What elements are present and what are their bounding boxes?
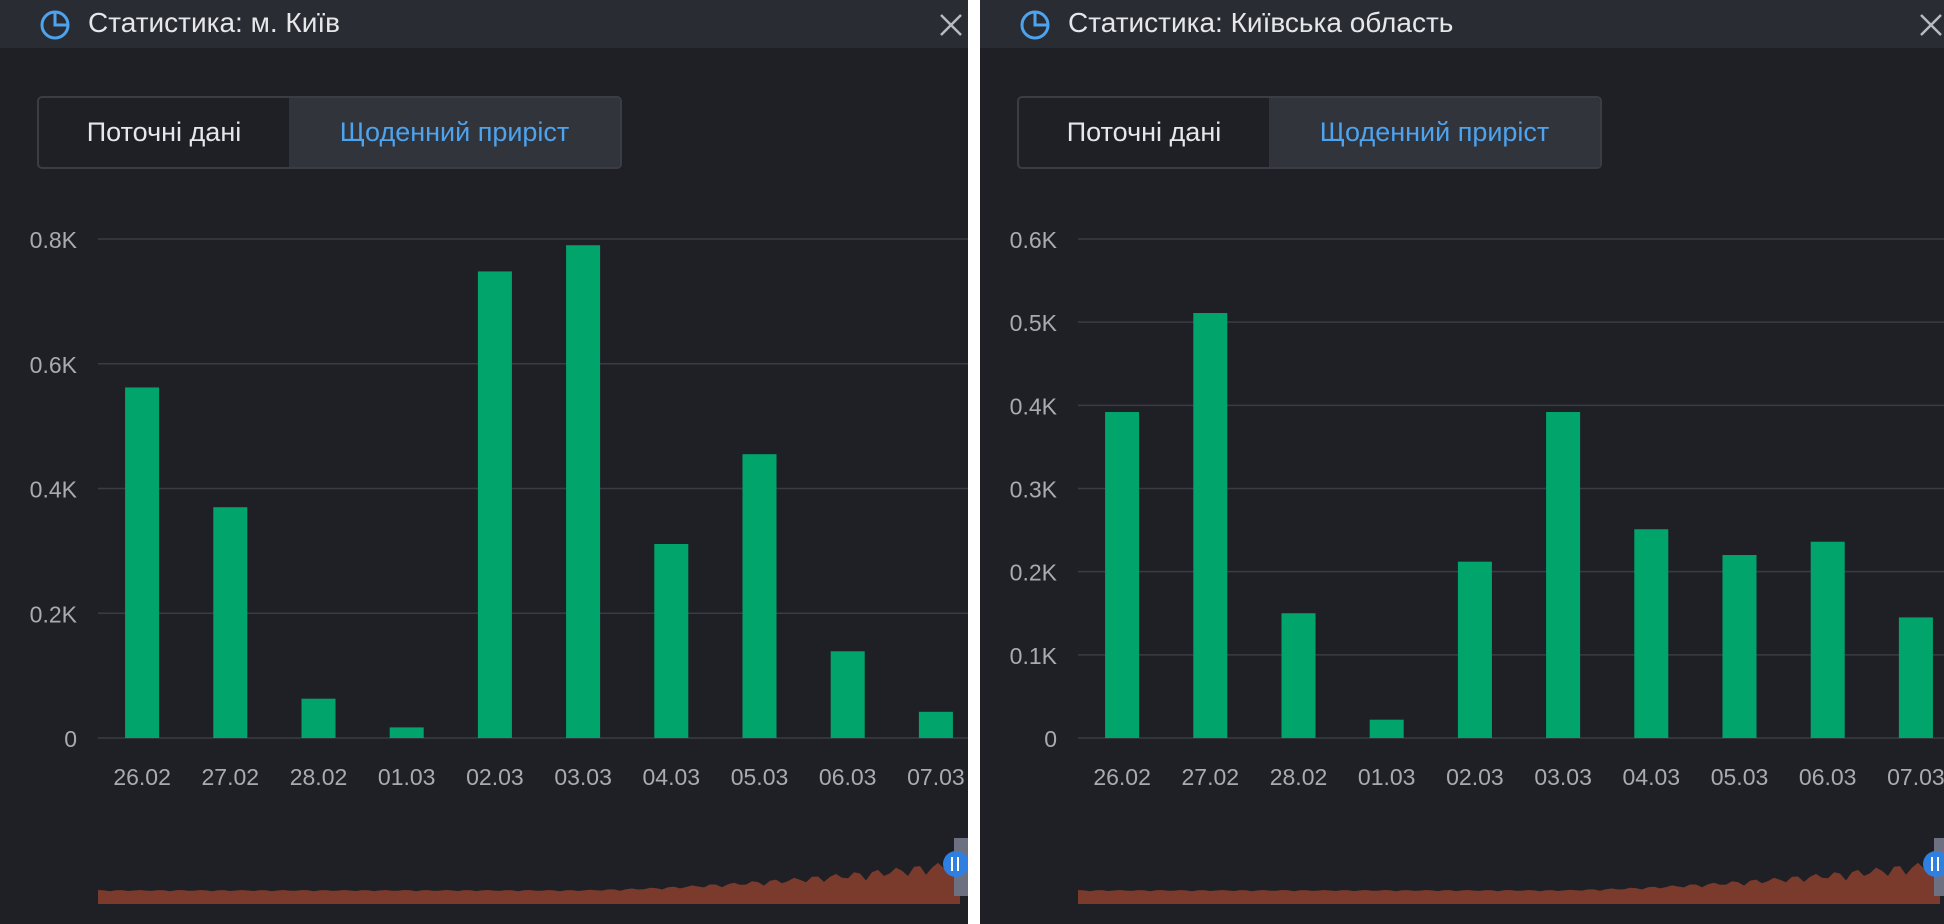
y-tick-label: 0.1K [1010, 643, 1058, 669]
bar-26.02[interactable] [1105, 411, 1140, 738]
y-tick-label: 0.5K [1010, 310, 1058, 336]
close-icon[interactable] [936, 10, 966, 40]
tab-group: Поточні дані Щоденний приріст [37, 96, 622, 169]
x-tick-label: 27.02 [202, 764, 260, 790]
bar-07.03[interactable] [1898, 617, 1933, 738]
bar-06.03[interactable] [830, 651, 865, 738]
bar-28.02[interactable] [301, 698, 336, 738]
y-tick-label: 0 [64, 726, 77, 752]
bar-04.03[interactable] [1634, 529, 1669, 738]
y-tick-label: 0.6K [1010, 227, 1058, 253]
bar-02.03[interactable] [1457, 561, 1492, 738]
pie-chart-icon [40, 10, 70, 40]
x-tick-label: 07.03 [1887, 764, 1944, 790]
bar-28.02[interactable] [1281, 613, 1316, 738]
bar-01.03[interactable] [389, 727, 424, 738]
bar-06.03[interactable] [1810, 541, 1845, 738]
y-tick-label: 0.4K [1010, 393, 1058, 419]
handle-grip-icon [1931, 857, 1939, 871]
panel-header: Статистика: м. Київ [0, 0, 968, 48]
x-tick-label: 04.03 [1623, 764, 1681, 790]
bar-05.03[interactable] [1722, 555, 1757, 738]
y-tick-label: 0.3K [1010, 477, 1058, 503]
panel-title: Статистика: м. Київ [88, 7, 341, 38]
x-tick-label: 01.03 [378, 764, 436, 790]
handle-grip-icon [951, 857, 959, 871]
tab-daily-growth[interactable]: Щоденний приріст [1269, 98, 1600, 167]
x-tick-label: 28.02 [1270, 764, 1328, 790]
navigator-area [1078, 861, 1940, 904]
bar-04.03[interactable] [654, 544, 689, 738]
x-tick-label: 28.02 [290, 764, 348, 790]
y-tick-label: 0.6K [30, 352, 78, 378]
bar-02.03[interactable] [477, 271, 512, 738]
x-tick-label: 05.03 [731, 764, 789, 790]
bar-27.02[interactable] [1193, 313, 1228, 738]
y-tick-label: 0.8K [30, 227, 78, 253]
x-tick-label: 07.03 [907, 764, 965, 790]
y-tick-label: 0.4K [30, 477, 78, 503]
panel-title: Статистика: Київська область [1068, 7, 1454, 38]
bar-26.02[interactable] [125, 387, 160, 738]
x-tick-label: 03.03 [1534, 764, 1592, 790]
panel-header: Статистика: Київська область [980, 0, 1944, 48]
bar-01.03[interactable] [1369, 719, 1404, 738]
tab-current-data[interactable]: Поточні дані [86, 117, 242, 147]
y-tick-label: 0 [1044, 726, 1057, 752]
bar-27.02[interactable] [213, 507, 248, 738]
stats-panel-kyiv-city: Статистика: м. Київ Поточні дані Щоденни… [0, 0, 968, 924]
pie-chart-icon [1020, 10, 1050, 40]
tab-current-data[interactable]: Поточні дані [1066, 117, 1222, 147]
tab-group: Поточні дані Щоденний приріст [1017, 96, 1602, 169]
x-tick-label: 04.03 [643, 764, 701, 790]
y-tick-label: 0.2K [1010, 560, 1058, 586]
x-tick-label: 02.03 [466, 764, 524, 790]
stats-panel-kyiv-oblast: Статистика: Київська область Поточні дан… [980, 0, 1944, 924]
bar-03.03[interactable] [566, 245, 601, 739]
bar-03.03[interactable] [1546, 411, 1581, 738]
bar-07.03[interactable] [918, 711, 953, 738]
navigator-area [98, 861, 960, 904]
x-tick-label: 26.02 [113, 764, 171, 790]
x-tick-label: 05.03 [1711, 764, 1769, 790]
x-tick-label: 27.02 [1182, 764, 1240, 790]
x-tick-label: 02.03 [1446, 764, 1504, 790]
tab-daily-growth[interactable]: Щоденний приріст [289, 98, 620, 167]
timeline-navigator[interactable] [980, 830, 1944, 924]
x-tick-label: 26.02 [1093, 764, 1151, 790]
bar-chart-kyiv-oblast: 0 0.1K 0.2K 0.3K 0.4K 0.5K 0.6K 26.02 27.02 28.02… [1010, 227, 1944, 790]
y-tick-label: 0.2K [30, 601, 78, 627]
x-tick-label: 06.03 [819, 764, 877, 790]
drag-handle-icon[interactable] [943, 851, 968, 877]
bar-05.03[interactable] [742, 454, 777, 738]
timeline-navigator[interactable] [0, 830, 968, 924]
x-tick-label: 03.03 [554, 764, 612, 790]
x-tick-label: 06.03 [1799, 764, 1857, 790]
bar-chart-kyiv-city: 0 0.2K 0.4K 0.6K 0.8K 26.02 27.02 28.02 01.03 02.… [30, 227, 968, 790]
x-tick-label: 01.03 [1358, 764, 1416, 790]
close-icon[interactable] [1916, 10, 1944, 40]
